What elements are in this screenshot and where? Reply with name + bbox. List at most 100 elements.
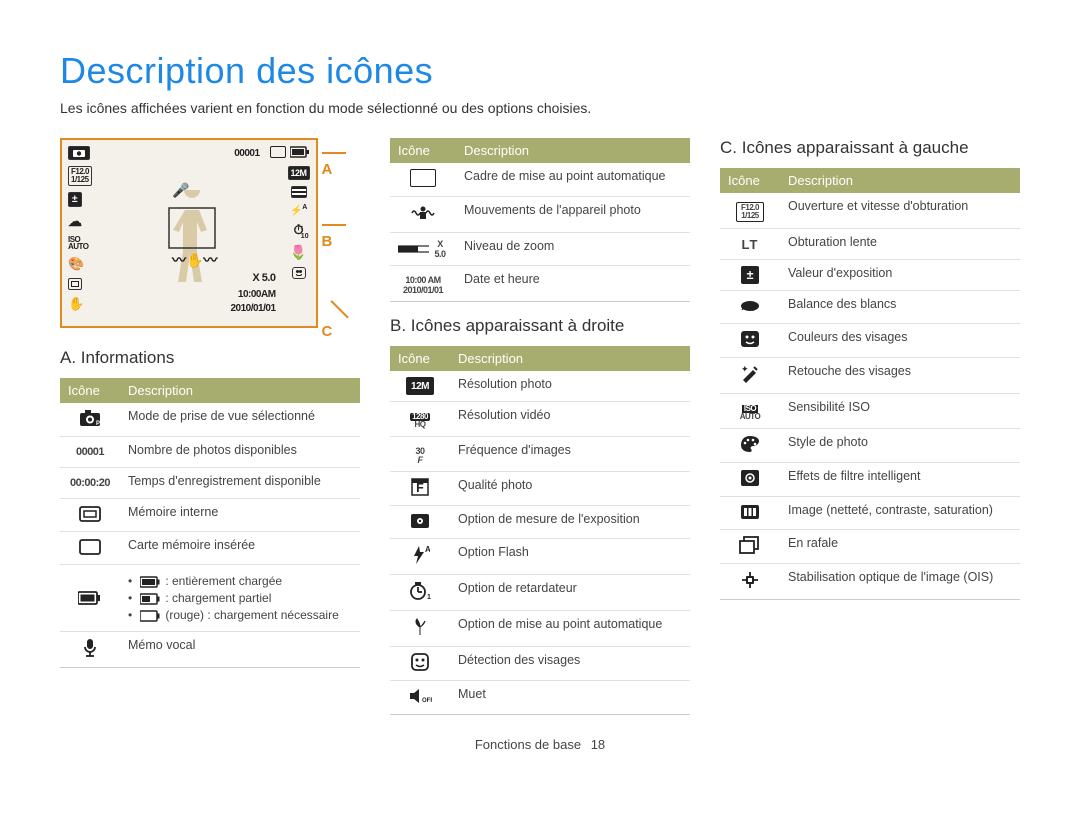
lcd-zoom: X 5.0 [252, 272, 275, 284]
icon-cell: 1280HQ [390, 402, 450, 437]
table-row: Effets de filtre intelligent [720, 463, 1020, 497]
table-row: OFFMuet [390, 681, 690, 715]
desc-cell: Temps d'enregistrement disponible [120, 468, 360, 499]
table-row: Mémoire interne [60, 499, 360, 532]
desc-cell: Ouverture et vitesse d'obturation [780, 193, 1020, 229]
desc-cell: Nombre de photos disponibles [120, 437, 360, 468]
icon-cell [720, 291, 780, 324]
metering-icon [406, 512, 434, 530]
icon-cell: ± [720, 260, 780, 291]
icon-cell: ISOAUTO [720, 394, 780, 429]
columns: 00001 F12.01/125 ± ☁ ISOAUTO 🎨 [60, 138, 1020, 715]
text-icon: 00:00:20 [70, 474, 110, 492]
column-b: Icône Description Cadre de mise au point… [390, 138, 690, 715]
flash-icon: A [406, 545, 434, 565]
icon-cell [390, 647, 450, 681]
icon-cell [60, 632, 120, 668]
desc-cell: Option de mise au point automatique [450, 611, 690, 647]
column-a: 00001 F12.01/125 ± ☁ ISOAUTO 🎨 [60, 138, 360, 715]
table-row: Mémo vocal [60, 632, 360, 668]
table-row: 10:00 AM2010/01/01Date et heure [390, 266, 690, 302]
lcd-counter: 00001 [234, 148, 259, 159]
adjust-icon [736, 503, 764, 521]
section-a-heading: A. Informations [60, 348, 360, 368]
marker-a: A [322, 144, 360, 178]
table-row: F12.01/125Ouverture et vitesse d'obturat… [720, 193, 1020, 229]
battery-icon [76, 589, 104, 607]
table-row: Détection des visages [390, 647, 690, 681]
page: Description des icônes Les icônes affich… [0, 0, 1080, 772]
table-row: A Option Flash [390, 539, 690, 575]
table-mid: Icône Description Cadre de mise au point… [390, 138, 690, 302]
desc-cell: Sensibilité ISO [780, 394, 1020, 429]
table-row: X 5.0Niveau de zoom [390, 233, 690, 266]
icon-cell [720, 463, 780, 497]
desc-cell: En rafale [780, 530, 1020, 564]
resolution-video-icon: 1280HQ [406, 412, 434, 430]
desc-cell: Carte mémoire insérée [120, 532, 360, 565]
footer-label: Fonctions de base [475, 737, 581, 752]
desc-cell: Couleurs des visages [780, 324, 1020, 358]
iso-icon: ISOAUTO [736, 404, 764, 422]
text-icon: 00001 [76, 443, 104, 461]
section-b-heading: B. Icônes apparaissant à droite [390, 316, 690, 336]
memory-internal-icon [76, 505, 104, 523]
ev-icon: ± [736, 266, 764, 284]
table-row: En rafale [720, 530, 1020, 564]
desc-cell: Fréquence d'images [450, 437, 690, 472]
desc-cell: Cadre de mise au point automatique [456, 163, 690, 197]
th-desc: Description [780, 168, 1020, 193]
table-b: Icône Description 12MRésolution photo128… [390, 346, 690, 715]
desc-cell: Mémoire interne [120, 499, 360, 532]
desc-cell: Balance des blancs [780, 291, 1020, 324]
icon-cell: OFF [390, 681, 450, 715]
lcd-screen: 00001 F12.01/125 ± ☁ ISOAUTO 🎨 [60, 138, 318, 328]
icon-cell [60, 499, 120, 532]
style-icon [736, 435, 764, 453]
macro-icon [406, 617, 434, 637]
icon-cell: 30F [390, 437, 450, 472]
icon-cell: 00:00:20 [60, 468, 120, 499]
icon-cell: 12M [390, 371, 450, 402]
memory-card-icon [76, 538, 104, 556]
desc-cell: Option de retardateur [450, 575, 690, 611]
desc-cell: Mouvements de l'appareil photo [456, 197, 690, 233]
icon-cell [720, 497, 780, 530]
icon-cell [60, 532, 120, 565]
table-row: Option de mesure de l'exposition [390, 506, 690, 539]
desc-cell: Mode de prise de vue sélectionné [120, 403, 360, 437]
face-icon [406, 653, 434, 671]
icon-cell: 10:00 AM2010/01/01 [390, 266, 456, 302]
th-desc: Description [120, 378, 360, 403]
retouch-icon: ✦ [736, 364, 764, 384]
icon-cell: A [390, 539, 450, 575]
focus-frame-icon [409, 169, 437, 187]
lt-icon: LT [736, 235, 764, 253]
icon-cell [720, 530, 780, 564]
table-row: Carte mémoire insérée [60, 532, 360, 565]
camera-icon: P [76, 409, 104, 427]
burst-icon [736, 536, 764, 554]
icon-cell [390, 197, 456, 233]
icon-cell [390, 163, 456, 197]
table-row: : entièrement chargée : chargement parti… [60, 565, 360, 632]
filter-icon [736, 469, 764, 487]
th-desc: Description [456, 138, 690, 163]
table-c: Icône Description F12.01/125Ouverture et… [720, 168, 1020, 600]
th-icon: Icône [390, 346, 450, 371]
th-desc: Description [450, 346, 690, 371]
icon-cell: F12.01/125 [720, 193, 780, 229]
lcd-time: 10:00AM [238, 289, 276, 300]
svg-text:OFF: OFF [422, 698, 432, 704]
desc-cell: Option Flash [450, 539, 690, 575]
table-row: Couleurs des visages [720, 324, 1020, 358]
wb-icon [736, 297, 764, 315]
desc-cell: Date et heure [456, 266, 690, 302]
mute-icon: OFF [406, 687, 434, 705]
icon-cell [390, 506, 450, 539]
camera-icon [72, 148, 86, 158]
desc-cell: Détection des visages [450, 647, 690, 681]
icon-cell [720, 324, 780, 358]
th-icon: Icône [390, 138, 456, 163]
table-row: 30FFréquence d'images [390, 437, 690, 472]
